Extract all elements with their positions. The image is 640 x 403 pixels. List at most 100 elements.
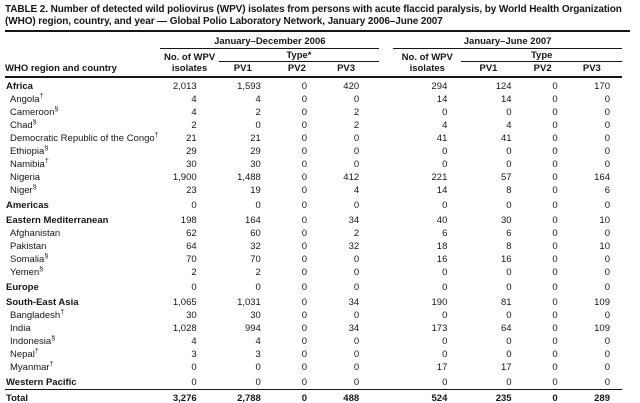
column-gap xyxy=(379,322,393,335)
wpv-isolates-table: WHO region and country January–December … xyxy=(5,33,622,403)
country-row: Chad§ 2 0 0 2 4 4 0 0 xyxy=(5,119,622,132)
pv3-header-2007: PV3 xyxy=(569,61,622,78)
value-cell: 0 xyxy=(442,146,448,157)
value-cell: 0 xyxy=(523,389,570,403)
row-label: Cameroon§ xyxy=(10,106,59,118)
value-cell: 2 xyxy=(191,267,197,278)
value-cell: 0 xyxy=(442,377,448,388)
value-cell: 41 xyxy=(436,133,448,144)
value-cell: 17 xyxy=(436,362,448,373)
value-cell: 0 xyxy=(552,172,558,183)
country-row: Nepal† 3 3 0 0 0 0 0 0 xyxy=(5,348,622,361)
value-cell: 3 xyxy=(191,349,197,360)
footnote-marker: † xyxy=(34,348,39,355)
value-cell: 0 xyxy=(506,377,512,388)
country-row: India 1,028 994 0 34 173 64 0 109 xyxy=(5,322,622,335)
value-cell: 0 xyxy=(604,200,610,211)
value-cell: 0 xyxy=(353,94,360,105)
column-gap xyxy=(379,171,393,184)
isolates-header-2006: No. of WPV isolates xyxy=(160,48,219,78)
value-cell: 0 xyxy=(552,241,558,252)
value-cell: 0 xyxy=(301,200,307,211)
value-cell: 0 xyxy=(353,159,360,170)
country-row: Afghanistan 62 60 0 2 6 6 0 0 xyxy=(5,227,622,240)
value-cell: 30 xyxy=(250,159,261,170)
value-cell: 3 xyxy=(255,349,261,360)
value-cell: 0 xyxy=(301,282,307,293)
value-cell: 0 xyxy=(506,107,512,118)
value-cell: 21 xyxy=(250,133,261,144)
value-cell: 0 xyxy=(353,282,360,293)
value-cell: 18 xyxy=(436,241,448,252)
value-cell: 4 xyxy=(442,120,448,131)
value-cell: 0 xyxy=(255,377,261,388)
value-cell: 0 xyxy=(191,282,197,293)
pv1-header-2007: PV1 xyxy=(461,61,524,78)
value-cell: 0 xyxy=(552,81,558,92)
row-label: Namibia† xyxy=(10,158,49,170)
row-label: Nepal† xyxy=(10,348,39,360)
row-label: Pakistan xyxy=(10,241,47,252)
value-cell: 19 xyxy=(250,185,261,196)
value-cell: 1,031 xyxy=(237,297,261,308)
value-cell: 10 xyxy=(599,241,610,252)
value-cell: 0 xyxy=(604,146,610,157)
value-cell: 2 xyxy=(255,267,261,278)
value-cell: 109 xyxy=(594,297,610,308)
value-cell: 6 xyxy=(442,228,448,239)
value-cell: 2,013 xyxy=(172,81,197,92)
row-label: Bangladesh† xyxy=(10,309,65,321)
value-cell: 0 xyxy=(506,349,512,360)
value-cell: 0 xyxy=(506,200,512,211)
row-label: Angola† xyxy=(10,93,44,105)
value-cell: 60 xyxy=(250,228,261,239)
value-cell: 0 xyxy=(552,185,558,196)
value-cell: 124 xyxy=(495,81,512,92)
region-row: Americas 0 0 0 0 0 0 0 0 xyxy=(5,197,622,212)
value-cell: 32 xyxy=(348,241,360,252)
country-row: Namibia† 30 30 0 0 0 0 0 0 xyxy=(5,158,622,171)
value-cell: 14 xyxy=(436,94,448,105)
type-header-2007: Type xyxy=(461,48,622,62)
value-cell: 0 xyxy=(353,200,360,211)
value-cell: 0 xyxy=(301,120,307,131)
value-cell: 0 xyxy=(280,389,327,403)
column-gap xyxy=(379,389,394,403)
value-cell: 0 xyxy=(301,228,307,239)
value-cell: 0 xyxy=(442,267,448,278)
value-cell: 0 xyxy=(301,267,307,278)
value-cell: 0 xyxy=(604,94,610,105)
value-cell: 0 xyxy=(604,349,610,360)
value-cell: 0 xyxy=(353,349,360,360)
row-label: Western Pacific xyxy=(6,377,77,388)
value-cell: 0 xyxy=(301,146,307,157)
value-cell: 0 xyxy=(301,107,307,118)
pv1-header-2006: PV1 xyxy=(218,61,281,78)
country-row: Somalia§ 70 70 0 0 16 16 0 0 xyxy=(5,253,622,266)
value-cell: 40 xyxy=(436,215,448,226)
country-row: Pakistan 64 32 0 32 18 8 0 10 xyxy=(5,240,622,253)
value-cell: 0 xyxy=(353,310,360,321)
value-cell: 0 xyxy=(506,146,512,157)
value-cell: 1,900 xyxy=(172,172,197,183)
value-cell: 0 xyxy=(191,200,197,211)
value-cell: 4 xyxy=(255,336,261,347)
value-cell: 0 xyxy=(604,133,610,144)
country-row: Nigeria 1,900 1,488 0 412 221 57 0 164 xyxy=(5,171,622,184)
value-cell: 0 xyxy=(353,254,360,265)
value-cell: 0 xyxy=(604,159,610,170)
column-gap xyxy=(379,279,393,294)
value-cell: 0 xyxy=(191,362,197,373)
value-cell: 6 xyxy=(604,185,610,196)
region-row: Africa 2,013 1,593 0 420 294 124 0 170 xyxy=(5,77,622,93)
value-cell: 994 xyxy=(244,323,261,334)
row-label: Eastern Mediterranean xyxy=(6,215,109,226)
value-cell: 0 xyxy=(301,215,307,226)
value-cell: 2 xyxy=(353,120,360,131)
value-cell: 4 xyxy=(191,94,197,105)
region-row: South-East Asia 1,065 1,031 0 34 190 81 0 109 xyxy=(5,294,622,309)
value-cell: 30 xyxy=(186,159,197,170)
value-cell: 0 xyxy=(552,336,558,347)
value-cell: 0 xyxy=(552,267,558,278)
